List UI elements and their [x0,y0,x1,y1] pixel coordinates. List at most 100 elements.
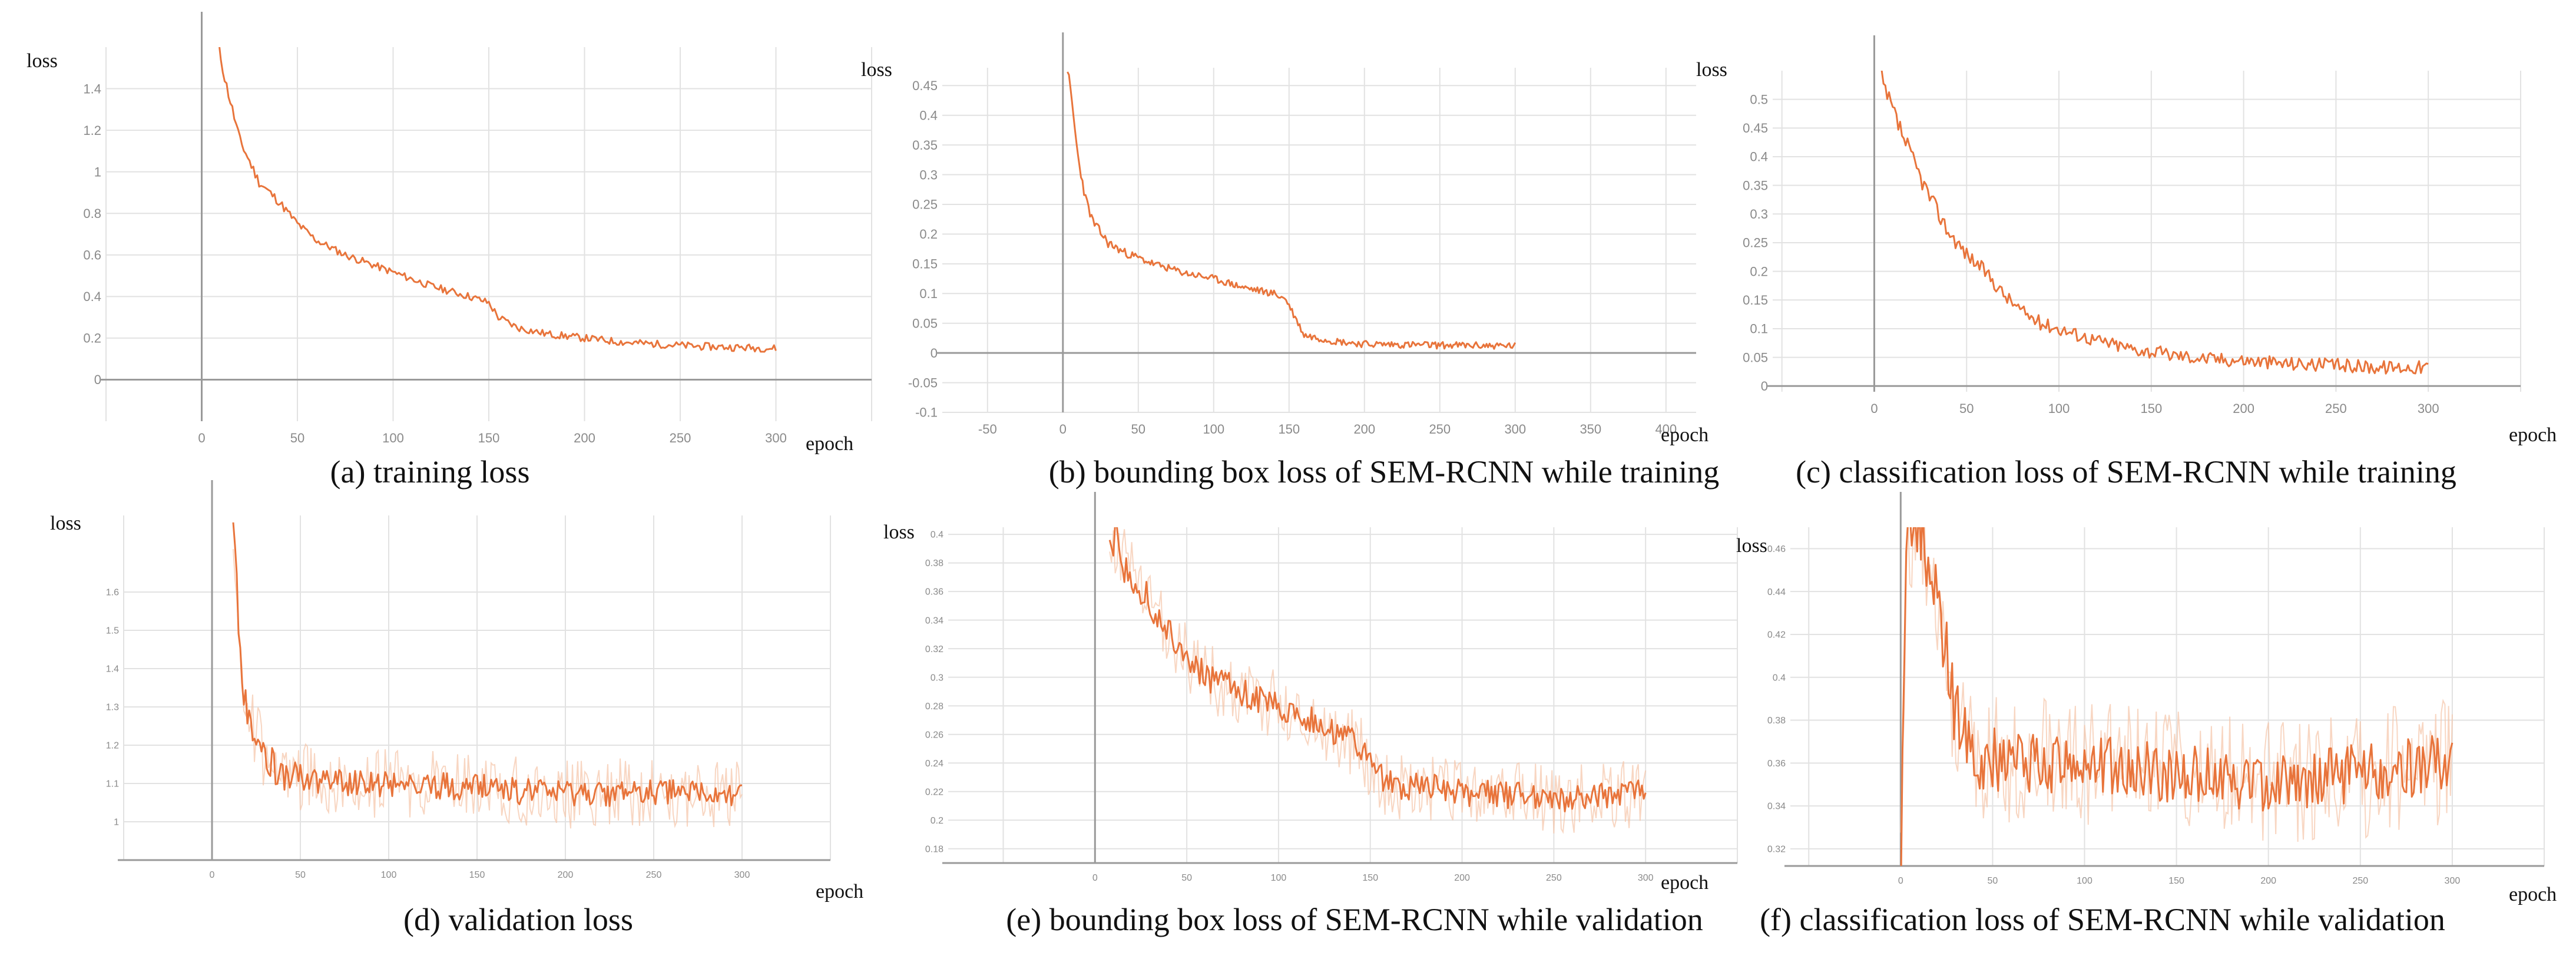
chart-f-xlabel: epoch [2509,884,2557,905]
chart-e-ytick-label: 0.32 [925,644,943,654]
chart-c-ytick-label: 0.45 [1743,121,1768,135]
chart-d-ytick-label: 1.1 [106,779,119,789]
chart-e-series-line [1108,527,1647,812]
chart-a-ytick-label: 0.8 [83,206,101,221]
chart-c-series-line [1880,71,2429,375]
chart-b-series-line [1067,71,1517,350]
chart-b-xtick-label: 150 [1278,422,1300,437]
chart-e-ytick-label: 0.36 [925,587,943,597]
chart-c-xtick-label: 100 [2048,401,2070,416]
chart-a-xtick-label: 300 [765,431,787,445]
chart-a-ytick-label: 0 [94,372,101,387]
chart-c-caption: (c) classification loss of SEM-RCNN whil… [1796,454,2456,490]
chart-d-xlabel: epoch [816,881,864,902]
chart-f-ytick-label: 0.46 [1767,544,1786,554]
chart-e-ytick-label: 0.26 [925,730,943,740]
chart-c-xtick-label: 250 [2325,401,2347,416]
chart-a-ytick-label: 0.4 [83,289,101,304]
chart-e-xtick-label: 200 [1454,873,1470,883]
chart-b-ytick-label: 0.3 [919,167,938,182]
chart-b-ylabel: loss [861,59,892,81]
chart-b-xtick-label: 350 [1580,422,1601,437]
chart-f-xtick-label: 300 [2445,876,2461,886]
chart-a-xtick-label: 0 [198,431,205,445]
chart-e-ytick-label: 0.4 [931,530,943,540]
chart-d-xtick-label: 200 [558,870,574,880]
chart-f-ytick-label: 0.42 [1767,630,1786,640]
chart-f-ytick-label: 0.32 [1767,844,1786,854]
chart-d-xtick-label: 0 [210,870,215,880]
chart-c-ytick-label: 0.35 [1743,178,1768,193]
chart-f-xtick-label: 50 [1988,876,1998,886]
chart-b-ytick-label: 0.2 [919,227,938,242]
chart-d-xtick-label: 150 [469,870,485,880]
chart-e-ytick-label: 0.22 [925,787,943,797]
chart-d-ytick-label: 1 [114,818,119,828]
chart-panel-d: 1 1.1 1.2 1.3 1.4 1.5 1.6 0 50 100 150 200 250 300 lo… [0,480,883,972]
chart-c-ytick-label: 0 [1761,379,1768,394]
chart-c-ytick-label: 0.3 [1750,207,1768,221]
chart-a-ytick-label: 1 [94,164,101,179]
chart-c-ytick-label: 0.4 [1750,150,1768,164]
chart-a-xtick-label: 100 [382,431,404,445]
chart-d-ytick-label: 1.4 [106,664,119,675]
chart-e-ytick-label: 0.34 [925,616,943,626]
chart-a-series-line [218,47,777,353]
chart-f-xtick-label: 100 [2077,876,2092,886]
chart-c-xtick-label: 300 [2418,401,2439,416]
chart-a-xlabel: epoch [806,433,854,455]
chart-e-ytick-label: 0.24 [925,759,943,769]
chart-d-ylabel: loss [50,513,81,534]
chart-f-ytick-label: 0.36 [1767,759,1786,769]
chart-b-ytick-label: 0.15 [912,257,938,272]
chart-a-ytick-label: 0.6 [83,247,101,262]
chart-b-ytick-label: 0.4 [919,108,938,123]
chart-f-plot: 0.32 0.34 0.36 0.38 0.4 0.42 0.44 0.46 0 50 100 150… [1767,492,2545,886]
chart-b-caption: (b) bounding box loss of SEM-RCNN while … [1048,454,1720,490]
chart-panel-c: 0 0.05 0.1 0.15 0.2 0.25 0.3 0.35 0.4 0.45 0.5 0 50 1… [1684,0,2576,490]
chart-b-xtick-label: 200 [1353,422,1375,437]
chart-c-ytick-label: 0.5 [1750,92,1768,107]
chart-e-raw-series [1109,529,1647,834]
chart-a-xtick-label: 50 [290,431,304,445]
chart-c-ytick-label: 0.15 [1743,293,1768,308]
chart-f-ytick-label: 0.44 [1767,587,1786,597]
chart-e-xtick-label: 100 [1271,873,1287,883]
chart-d-plot: 1 1.1 1.2 1.3 1.4 1.5 1.6 0 50 100 150 200 250 300 [106,480,831,880]
chart-panel-e: 0.18 0.2 0.22 0.24 0.26 0.28 0.3 0.32 0.34 0.36 0.… [854,492,1738,972]
chart-f-ylabel: loss [1736,535,1767,557]
chart-f-ytick-label: 0.4 [1773,673,1786,683]
chart-panel-f: 0.32 0.34 0.36 0.38 0.4 0.42 0.44 0.46 0 50 100 150… [1708,492,2576,972]
chart-b-ytick-label: -0.1 [915,405,938,420]
chart-a-plot: 0 0.2 0.4 0.6 0.8 1 1.2 1.4 0 50 100 150 200 250 300 [83,12,872,445]
chart-f-caption: (f) classification loss of SEM-RCNN whil… [1760,902,2445,937]
chart-c-xtick-label: 200 [2233,401,2254,416]
chart-b-xtick-label: 400 [1655,422,1677,437]
chart-a-ylabel: loss [27,50,58,72]
chart-a-ytick-label: 1.4 [83,81,101,96]
chart-b-xtick-label: 0 [1059,422,1067,437]
chart-f-ytick-label: 0.34 [1767,802,1786,812]
chart-a-caption: (a) training loss [330,454,530,490]
chart-a-ytick-label: 1.2 [83,123,101,138]
chart-a-xtick-label: 200 [574,431,595,445]
chart-b-ytick-label: 0.35 [912,138,938,153]
chart-c-ytick-label: 0.1 [1750,322,1768,336]
chart-b-xtick-label: 50 [1131,422,1145,437]
chart-b-ytick-label: 0.45 [912,78,938,93]
chart-a-xtick-label: 250 [670,431,691,445]
chart-e-plot: 0.18 0.2 0.22 0.24 0.26 0.28 0.3 0.32 0.34 0.36 0.… [925,492,1738,883]
chart-b-ytick-label: -0.05 [908,375,938,390]
chart-c-ytick-label: 0.2 [1750,264,1768,279]
chart-d-xtick-label: 50 [295,870,306,880]
chart-d-series-line [232,522,743,807]
chart-b-xtick-label: 100 [1203,422,1224,437]
chart-panel-a: 0 0.2 0.4 0.6 0.8 1 1.2 1.4 0 50 100 150 200 250 300 l… [0,0,872,490]
chart-d-caption: (d) validation loss [403,902,633,937]
chart-f-ytick-label: 0.38 [1767,716,1786,726]
chart-e-xlabel: epoch [1661,872,1709,894]
chart-e-xtick-label: 50 [1181,873,1192,883]
chart-c-xtick-label: 0 [1870,401,1878,416]
chart-d-xtick-label: 300 [734,870,750,880]
chart-e-ytick-label: 0.38 [925,558,943,568]
